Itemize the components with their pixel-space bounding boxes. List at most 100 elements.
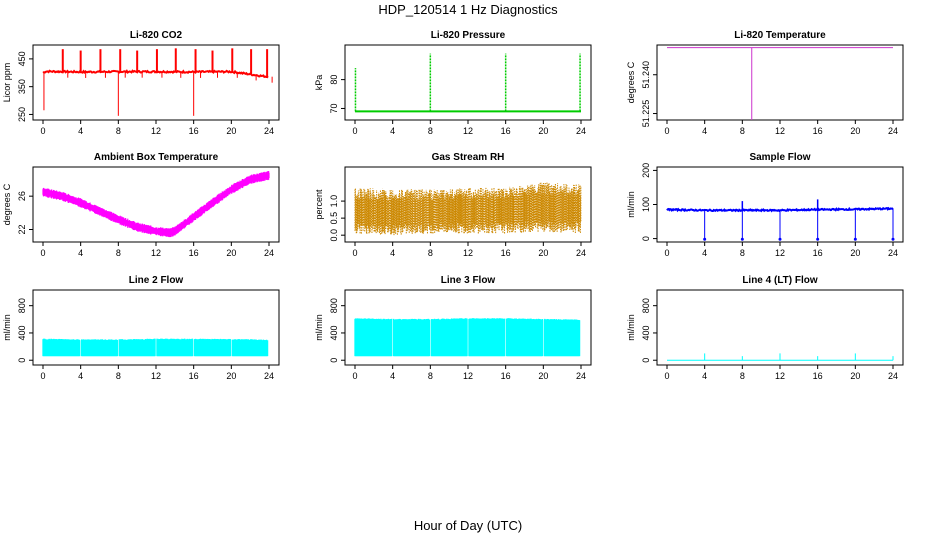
x-tick-label: 8 [428, 126, 433, 136]
panel-title: Line 2 Flow [129, 275, 184, 286]
y-tick-label: 200 [641, 163, 651, 178]
x-tick-label: 8 [116, 248, 121, 258]
y-axis-label: ml/min [2, 314, 12, 341]
x-tick-label: 8 [428, 248, 433, 258]
x-tick-label: 20 [850, 248, 860, 258]
x-tick-label: 12 [463, 371, 473, 381]
panel-1: Li-820 CO2 0 4 8 12 16 20 24 250 350 450 Licor ppm [2, 30, 280, 136]
x-tick-label: 8 [740, 371, 745, 381]
x-tick-label: 24 [264, 126, 274, 136]
y-axis-label: ml/min [314, 314, 324, 341]
y-tick-label: 350 [17, 79, 27, 94]
y-tick-label: 100 [641, 197, 651, 212]
x-tick-label: 0 [352, 126, 357, 136]
panel-3: Li-820 Temperature 0 4 8 12 16 20 24 51.225 51.24… [626, 30, 904, 136]
x-tick-label: 12 [775, 248, 785, 258]
y-tick-label: 400 [17, 325, 27, 340]
x-tick-label: 24 [576, 371, 586, 381]
y-tick-label: 0 [641, 236, 651, 241]
panel-7: Line 2 Flow 0 4 8 12 16 20 24 0 400 800 ml/min [2, 275, 280, 381]
x-tick-label: 4 [702, 126, 707, 136]
x-tick-label: 0 [664, 371, 669, 381]
x-tick-label: 12 [463, 248, 473, 258]
x-tick-label: 16 [813, 126, 823, 136]
x-tick-label: 16 [189, 371, 199, 381]
x-tick-label: 20 [538, 248, 548, 258]
plot-frame [656, 44, 904, 121]
x-tick-label: 24 [576, 126, 586, 136]
y-axis-label: degrees C [2, 183, 12, 225]
x-tick-label: 24 [576, 248, 586, 258]
x-tick-label: 24 [888, 248, 898, 258]
x-tick-label: 8 [740, 248, 745, 258]
x-tick-label: 24 [888, 126, 898, 136]
x-tick-label: 20 [850, 126, 860, 136]
y-tick-label: 450 [17, 51, 27, 66]
y-axis-label: ml/min [626, 191, 636, 218]
y-tick-label: 0 [329, 358, 339, 363]
panel-9: Line 4 (LT) Flow 0 4 8 12 16 20 24 0 400 800 ml/min [626, 275, 904, 381]
x-tick-label: 8 [116, 126, 121, 136]
y-tick-label: 51.240 [641, 61, 651, 89]
panel-title: Li-820 CO2 [130, 30, 183, 41]
x-tick-label: 12 [151, 248, 161, 258]
y-tick-label: 1.0 [329, 195, 339, 208]
x-tick-label: 4 [390, 248, 395, 258]
y-axis-label: percent [314, 189, 324, 220]
y-axis-label: degrees C [626, 61, 636, 103]
x-tick-label: 16 [813, 248, 823, 258]
x-tick-label: 16 [501, 371, 511, 381]
series-baseline [42, 69, 269, 79]
x-tick-label: 20 [850, 371, 860, 381]
y-tick-label: 80 [329, 75, 339, 85]
figure-title: HDP_120514 1 Hz Diagnostics [378, 2, 558, 17]
dip-point [740, 237, 744, 241]
x-tick-label: 0 [40, 126, 45, 136]
panel-title: Li-820 Pressure [431, 30, 506, 41]
x-tick-label: 20 [538, 371, 548, 381]
dip-point [853, 237, 857, 241]
panel-title: Line 3 Flow [441, 275, 496, 286]
x-tick-label: 20 [226, 248, 236, 258]
x-tick-label: 16 [189, 248, 199, 258]
y-tick-label: 400 [329, 325, 339, 340]
x-tick-label: 0 [40, 248, 45, 258]
x-tick-label: 0 [664, 126, 669, 136]
y-tick-label: 26 [17, 191, 27, 201]
panel-5: Gas Stream RH 0 4 8 12 16 20 24 0.0 0.5 1.0 percent [314, 152, 592, 258]
y-tick-label: 0.0 [329, 229, 339, 242]
x-tick-label: 4 [702, 248, 707, 258]
y-tick-label: 800 [641, 298, 651, 313]
panel-title: Sample Flow [749, 152, 810, 163]
panel-title: Gas Stream RH [432, 152, 505, 163]
x-tick-label: 24 [264, 248, 274, 258]
panel-4: Ambient Box Temperature 0 4 8 12 16 20 24 22 26 de… [2, 152, 280, 258]
plot-frame [344, 44, 592, 121]
panel-6: Sample Flow 0 4 8 12 16 20 24 0 100 200 ml/min [626, 152, 904, 258]
y-tick-label: 70 [329, 103, 339, 113]
x-tick-label: 8 [740, 126, 745, 136]
x-tick-label: 4 [78, 126, 83, 136]
x-tick-label: 4 [390, 126, 395, 136]
x-tick-label: 4 [78, 248, 83, 258]
y-tick-label: 800 [17, 298, 27, 313]
panel-title: Line 4 (LT) Flow [742, 275, 818, 286]
x-tick-label: 8 [428, 371, 433, 381]
x-tick-label: 8 [116, 371, 121, 381]
x-tick-label: 12 [463, 126, 473, 136]
dip-point [778, 237, 782, 241]
x-tick-label: 16 [189, 126, 199, 136]
x-tick-label: 20 [226, 371, 236, 381]
dip-point [816, 237, 820, 241]
x-tick-label: 16 [813, 371, 823, 381]
x-tick-label: 12 [775, 371, 785, 381]
panel-title: Li-820 Temperature [734, 30, 826, 41]
x-tick-label: 12 [151, 371, 161, 381]
x-tick-label: 24 [888, 371, 898, 381]
x-tick-label: 4 [390, 371, 395, 381]
y-tick-label: 400 [641, 325, 651, 340]
y-axis-label: Licor ppm [2, 63, 12, 103]
x-tick-label: 16 [501, 126, 511, 136]
y-tick-label: 250 [17, 107, 27, 122]
